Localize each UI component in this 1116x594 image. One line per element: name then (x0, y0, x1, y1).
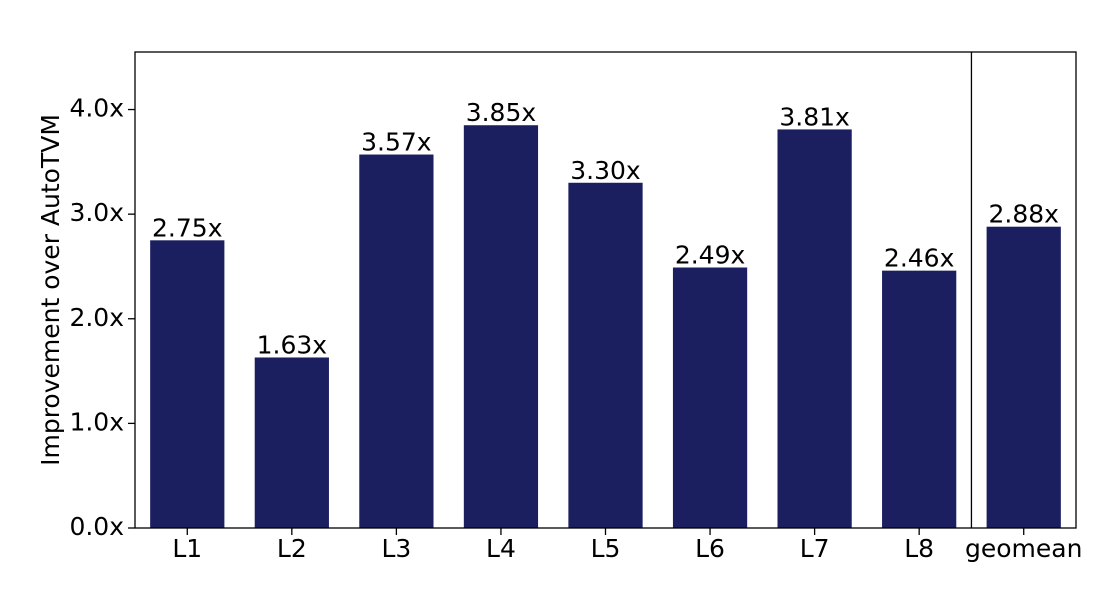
x-tick-label: L1 (172, 534, 202, 563)
value-label: 2.49x (675, 241, 745, 270)
x-tick-label: L8 (904, 534, 934, 563)
x-tick-label: geomean (965, 534, 1082, 563)
value-label: 2.46x (884, 244, 954, 273)
bar (254, 357, 329, 528)
y-tick-label: 1.0x (69, 407, 124, 436)
bar (777, 129, 852, 528)
bar (882, 270, 957, 528)
x-tick-label: L6 (695, 534, 725, 563)
value-label: 2.75x (152, 213, 222, 242)
value-label: 3.81x (779, 102, 849, 131)
value-label: 3.85x (466, 98, 536, 127)
bar (986, 226, 1061, 528)
value-label: 1.63x (257, 330, 327, 359)
x-tick-label: L2 (277, 534, 307, 563)
bar (150, 240, 225, 529)
y-tick-label: 2.0x (69, 303, 124, 332)
value-label: 3.30x (570, 156, 640, 185)
bar (359, 154, 434, 528)
x-tick-label: L7 (800, 534, 830, 563)
plot-frame (134, 51, 1077, 529)
x-tick-label: L3 (381, 534, 411, 563)
bar (568, 182, 643, 528)
bar (463, 125, 539, 528)
value-label: 3.57x (361, 128, 431, 157)
y-tick-label: 3.0x (69, 198, 124, 227)
value-label: 2.88x (988, 200, 1058, 229)
y-tick-label: 0.0x (69, 512, 124, 541)
x-tick-label: L5 (591, 534, 621, 563)
bar (672, 267, 748, 528)
x-tick-label: L4 (486, 534, 516, 563)
y-axis-label: Improvement over AutoTVM (36, 114, 65, 466)
y-tick-label: 4.0x (69, 94, 124, 123)
